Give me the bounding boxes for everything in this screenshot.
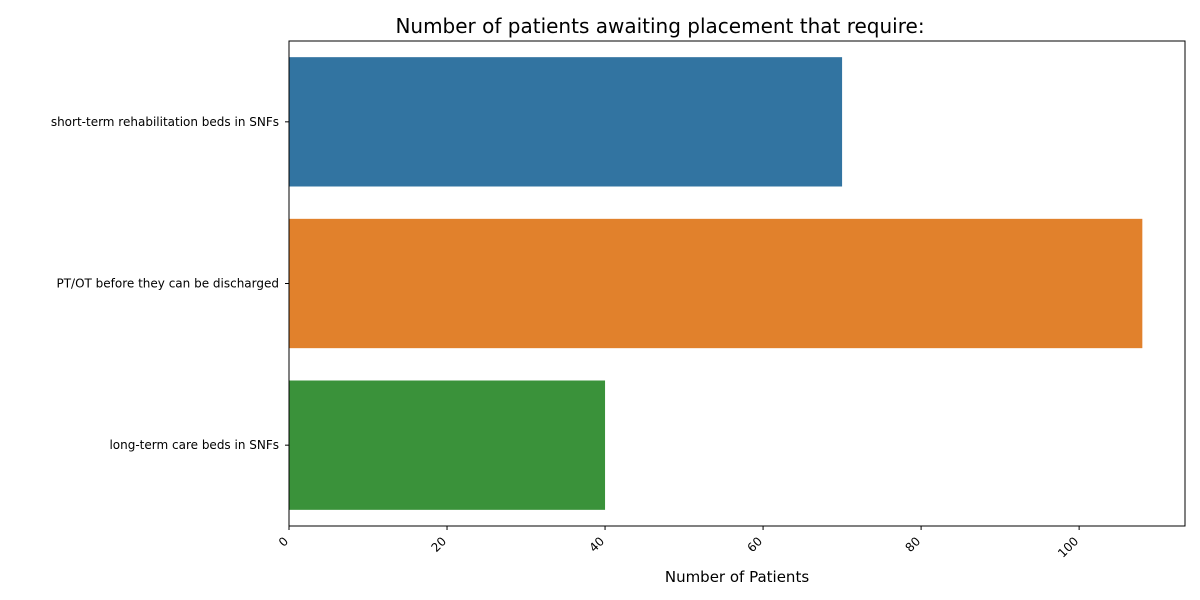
category-label: PT/OT before they can be discharged <box>56 277 279 291</box>
category-label: short-term rehabilitation beds in SNFs <box>51 115 279 129</box>
bar <box>289 218 1143 349</box>
plot-frame <box>288 40 1186 527</box>
bar <box>289 57 843 187</box>
bar <box>289 380 606 510</box>
bars-layer <box>289 57 1143 510</box>
x-axis-label: Number of Patients <box>665 568 809 586</box>
y-axis-ticks: short-term rehabilitation beds in SNFs PT… <box>51 115 289 452</box>
category-label: long-term care beds in SNFs <box>109 438 279 452</box>
chart-title: Number of patients awaiting placement th… <box>395 14 924 38</box>
